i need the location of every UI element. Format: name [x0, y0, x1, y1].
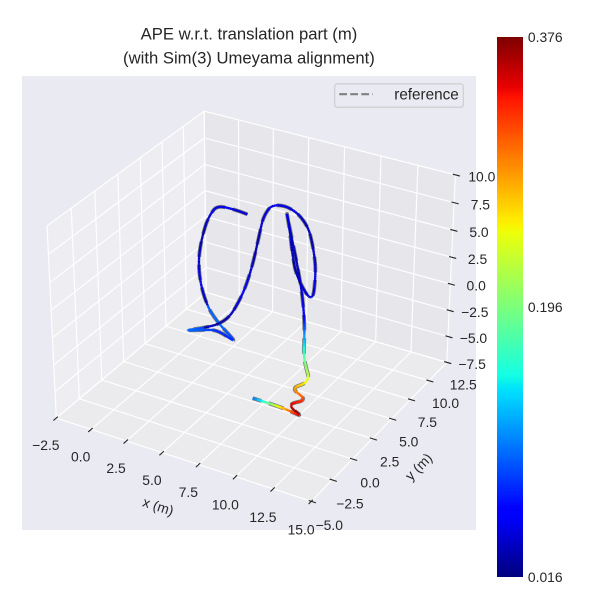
svg-text:APE w.r.t. translation part (m: APE w.r.t. translation part (m) [141, 25, 358, 44]
svg-text:2.5: 2.5 [468, 251, 488, 267]
svg-text:0.376: 0.376 [528, 29, 563, 45]
svg-text:reference: reference [394, 86, 459, 103]
svg-text:7.5: 7.5 [179, 484, 199, 500]
svg-text:10.0: 10.0 [468, 169, 495, 185]
svg-text:7.5: 7.5 [471, 196, 491, 212]
svg-text:−7.5: −7.5 [458, 356, 486, 372]
svg-text:0.0: 0.0 [360, 474, 380, 490]
svg-text:15.0: 15.0 [288, 522, 315, 538]
svg-text:5.0: 5.0 [142, 472, 162, 488]
svg-text:−5.0: −5.0 [460, 330, 488, 346]
svg-text:0.0: 0.0 [71, 448, 91, 464]
svg-text:(with Sim(3) Umeyama alignment: (with Sim(3) Umeyama alignment) [123, 49, 375, 68]
svg-text:5.0: 5.0 [469, 224, 489, 240]
svg-text:2.5: 2.5 [380, 454, 400, 470]
svg-text:0.0: 0.0 [467, 278, 487, 294]
svg-text:0.016: 0.016 [528, 569, 563, 585]
svg-text:−2.5: −2.5 [461, 304, 489, 320]
svg-text:−5.0: −5.0 [316, 517, 344, 533]
svg-text:2.5: 2.5 [106, 460, 126, 476]
svg-text:12.5: 12.5 [249, 509, 276, 525]
svg-text:5.0: 5.0 [399, 434, 419, 450]
svg-text:10.0: 10.0 [432, 395, 459, 411]
svg-text:−2.5: −2.5 [336, 495, 364, 511]
svg-text:12.5: 12.5 [450, 376, 477, 392]
svg-text:0.196: 0.196 [528, 299, 563, 315]
svg-text:10.0: 10.0 [212, 496, 239, 512]
svg-text:7.5: 7.5 [418, 414, 438, 430]
svg-text:−2.5: −2.5 [32, 437, 60, 453]
